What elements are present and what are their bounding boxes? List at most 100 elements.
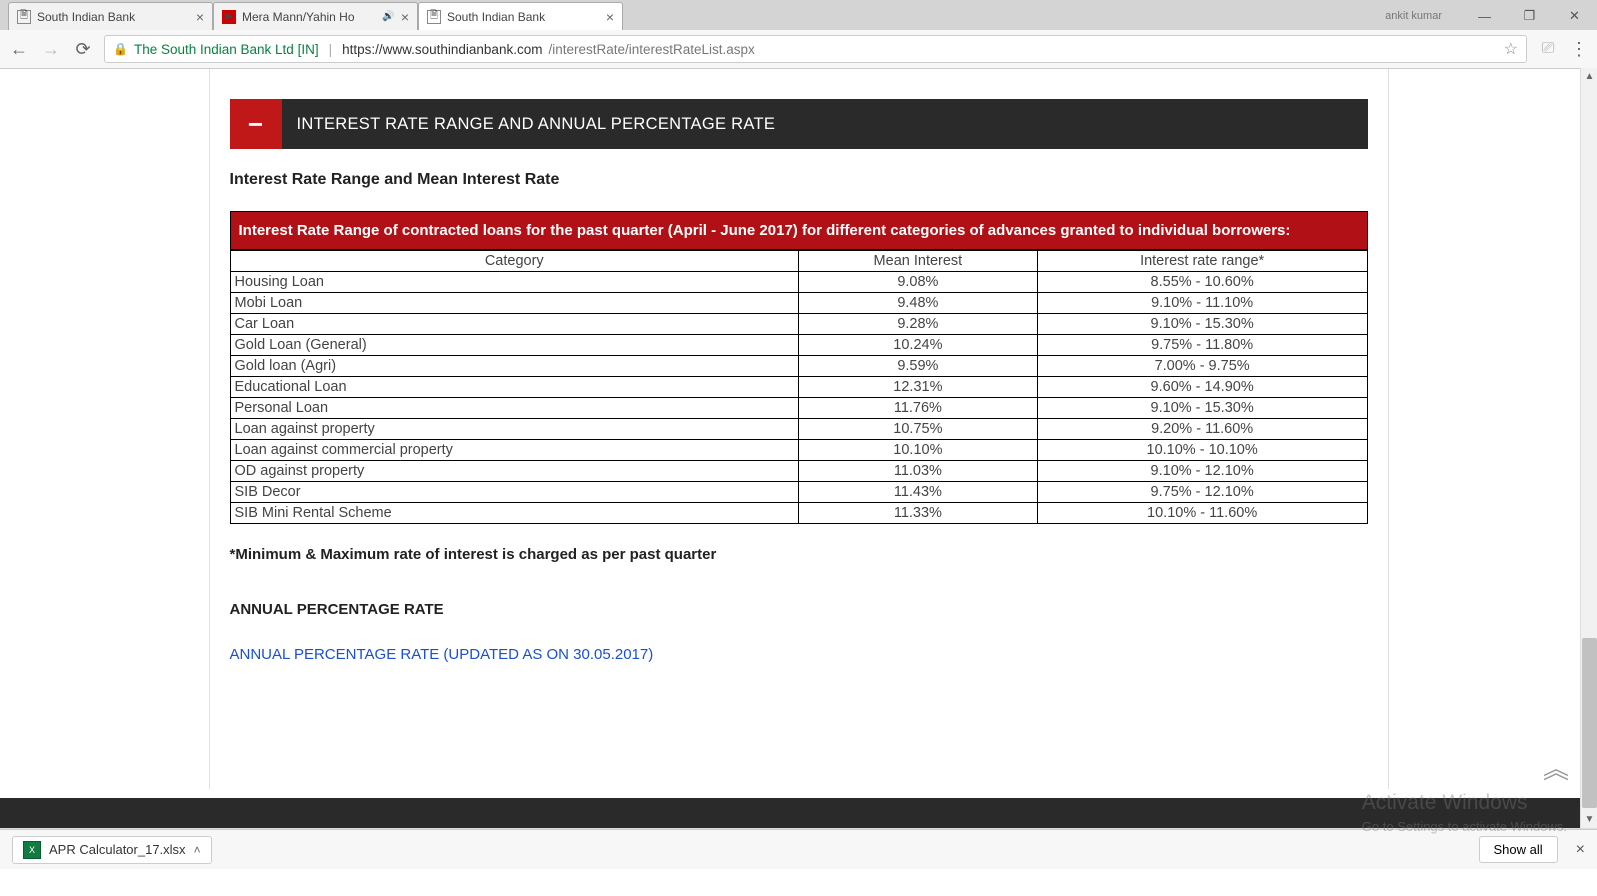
show-all-button[interactable]: Show all — [1479, 836, 1558, 863]
menu-button[interactable]: ⋮ — [1569, 39, 1589, 60]
download-bar: X APR Calculator_17.xlsx ˄ Show all × — [0, 829, 1597, 869]
cell-category: SIB Mini Rental Scheme — [230, 503, 799, 524]
lock-icon: 🔒 — [113, 42, 128, 56]
table-footnote: *Minimum & Maximum rate of interest is c… — [230, 546, 1368, 563]
cell-mean: 9.28% — [799, 314, 1038, 335]
interest-rate-table: Category Mean Interest Interest rate ran… — [230, 250, 1368, 524]
cell-category: Gold loan (Agri) — [230, 356, 799, 377]
cell-range: 7.00% - 9.75% — [1037, 356, 1367, 377]
table-row: Personal Loan11.76%9.10% - 15.30% — [230, 398, 1367, 419]
scroll-up-arrow[interactable]: ▲ — [1581, 68, 1597, 85]
cell-mean: 9.08% — [799, 272, 1038, 293]
cell-mean: 11.03% — [799, 461, 1038, 482]
chevron-up-icon[interactable]: ˄ — [194, 843, 201, 857]
table-header-row: Category Mean Interest Interest rate ran… — [230, 251, 1367, 272]
back-button[interactable]: ← — [8, 38, 30, 60]
minimize-button[interactable]: — — [1462, 2, 1507, 30]
cell-mean: 9.59% — [799, 356, 1038, 377]
cell-range: 8.55% - 10.60% — [1037, 272, 1367, 293]
cell-range: 9.60% - 14.90% — [1037, 377, 1367, 398]
cell-mean: 12.31% — [799, 377, 1038, 398]
browser-tab-2[interactable]: ▶ Mera Mann/Yahin Ho 🔊 × — [213, 2, 418, 30]
download-filename: APR Calculator_17.xlsx — [49, 842, 186, 857]
cell-range: 9.75% - 12.10% — [1037, 482, 1367, 503]
cell-mean: 11.76% — [799, 398, 1038, 419]
cell-category: Loan against commercial property — [230, 440, 799, 461]
tab-title: South Indian Bank — [447, 10, 600, 24]
page-content: − INTEREST RATE RANGE AND ANNUAL PERCENT… — [209, 69, 1389, 789]
scroll-down-arrow[interactable]: ▼ — [1581, 811, 1597, 828]
vertical-scrollbar[interactable]: ▲ ▼ — [1580, 68, 1597, 828]
profile-name[interactable]: ankit kumar — [1385, 10, 1442, 22]
cell-category: SIB Decor — [230, 482, 799, 503]
scroll-to-top-icon[interactable]: ︽ — [1543, 749, 1569, 786]
close-icon[interactable]: × — [1576, 841, 1585, 859]
table-row: Loan against property10.75%9.20% - 11.60… — [230, 419, 1367, 440]
browser-chrome: 🗎 South Indian Bank × ▶ Mera Mann/Yahin … — [0, 0, 1597, 69]
cell-category: Housing Loan — [230, 272, 799, 293]
table-row: Educational Loan12.31%9.60% - 14.90% — [230, 377, 1367, 398]
download-item[interactable]: X APR Calculator_17.xlsx ˄ — [12, 836, 212, 864]
cell-mean: 11.33% — [799, 503, 1038, 524]
cell-range: 9.10% - 15.30% — [1037, 398, 1367, 419]
cell-category: Educational Loan — [230, 377, 799, 398]
url-separator: | — [329, 42, 333, 57]
table-row: Gold Loan (General)10.24%9.75% - 11.80% — [230, 335, 1367, 356]
cell-range: 10.10% - 10.10% — [1037, 440, 1367, 461]
cell-category: Personal Loan — [230, 398, 799, 419]
tab-title: South Indian Bank — [37, 10, 190, 24]
apr-heading: ANNUAL PERCENTAGE RATE — [230, 601, 1368, 618]
url-host: https://www.southindianbank.com — [342, 42, 542, 57]
table-row: SIB Mini Rental Scheme11.33%10.10% - 11.… — [230, 503, 1367, 524]
bookmark-icon[interactable]: ☆ — [1504, 39, 1518, 59]
cell-range: 9.75% - 11.80% — [1037, 335, 1367, 356]
close-window-button[interactable]: ✕ — [1552, 2, 1597, 30]
table-row: Gold loan (Agri)9.59%7.00% - 9.75% — [230, 356, 1367, 377]
tab-title: Mera Mann/Yahin Ho — [242, 10, 376, 24]
apr-link[interactable]: ANNUAL PERCENTAGE RATE (UPDATED AS ON 30… — [230, 646, 1368, 663]
excel-icon: X — [23, 841, 41, 859]
forward-button[interactable]: → — [40, 38, 62, 60]
close-icon[interactable]: × — [196, 9, 204, 25]
cell-mean: 10.24% — [799, 335, 1038, 356]
table-row: Car Loan9.28%9.10% - 15.30% — [230, 314, 1367, 335]
table-banner: Interest Rate Range of contracted loans … — [230, 211, 1368, 250]
col-header-mean: Mean Interest — [799, 251, 1038, 272]
youtube-icon: ▶ — [222, 10, 236, 24]
page-footer — [0, 798, 1597, 828]
cell-mean: 10.75% — [799, 419, 1038, 440]
accordion-title: INTEREST RATE RANGE AND ANNUAL PERCENTAG… — [282, 115, 776, 134]
table-row: OD against property11.03%9.10% - 12.10% — [230, 461, 1367, 482]
table-row: Loan against commercial property10.10%10… — [230, 440, 1367, 461]
browser-tab-3[interactable]: 🗎 South Indian Bank × — [418, 2, 623, 30]
tab-bar: 🗎 South Indian Bank × ▶ Mera Mann/Yahin … — [0, 0, 1597, 30]
audio-icon[interactable]: 🔊 — [382, 11, 394, 22]
close-icon[interactable]: × — [401, 9, 409, 25]
collapse-icon[interactable]: − — [230, 99, 282, 149]
cell-mean: 11.43% — [799, 482, 1038, 503]
close-icon[interactable]: × — [606, 9, 614, 25]
nav-bar: ← → ⟳ 🔒 The South Indian Bank Ltd [IN] |… — [0, 30, 1597, 68]
window-controls: ankit kumar — ❐ ✕ — [1385, 2, 1597, 30]
address-bar[interactable]: 🔒 The South Indian Bank Ltd [IN] | https… — [104, 35, 1527, 63]
maximize-button[interactable]: ❐ — [1507, 2, 1552, 30]
cell-range: 9.20% - 11.60% — [1037, 419, 1367, 440]
cell-range: 9.10% - 11.10% — [1037, 293, 1367, 314]
page-icon: 🗎 — [17, 10, 31, 24]
cell-mean: 10.10% — [799, 440, 1038, 461]
section-subheading: Interest Rate Range and Mean Interest Ra… — [230, 171, 1368, 189]
cell-range: 9.10% - 12.10% — [1037, 461, 1367, 482]
cell-mean: 9.48% — [799, 293, 1038, 314]
reload-button[interactable]: ⟳ — [72, 38, 94, 60]
url-path: /interestRate/interestRateList.aspx — [548, 42, 754, 57]
accordion-header[interactable]: − INTEREST RATE RANGE AND ANNUAL PERCENT… — [230, 99, 1368, 149]
scrollbar-thumb[interactable] — [1582, 638, 1597, 808]
col-header-range: Interest rate range* — [1037, 251, 1367, 272]
extension-icon[interactable]: ⎚ — [1537, 38, 1559, 60]
cell-category: Gold Loan (General) — [230, 335, 799, 356]
cell-range: 10.10% - 11.60% — [1037, 503, 1367, 524]
browser-tab-1[interactable]: 🗎 South Indian Bank × — [8, 2, 213, 30]
table-row: Mobi Loan9.48%9.10% - 11.10% — [230, 293, 1367, 314]
cell-category: Mobi Loan — [230, 293, 799, 314]
page-viewport: − INTEREST RATE RANGE AND ANNUAL PERCENT… — [0, 69, 1597, 829]
